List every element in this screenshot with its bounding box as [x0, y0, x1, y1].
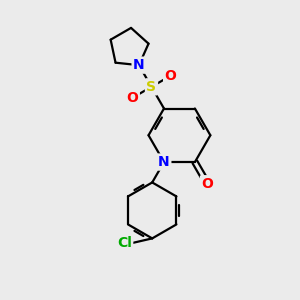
Text: Cl: Cl — [117, 236, 132, 250]
Text: N: N — [133, 58, 145, 72]
Text: N: N — [158, 155, 170, 169]
Text: S: S — [146, 80, 157, 94]
Text: O: O — [126, 91, 138, 105]
Text: O: O — [165, 69, 176, 83]
Text: O: O — [202, 177, 213, 191]
